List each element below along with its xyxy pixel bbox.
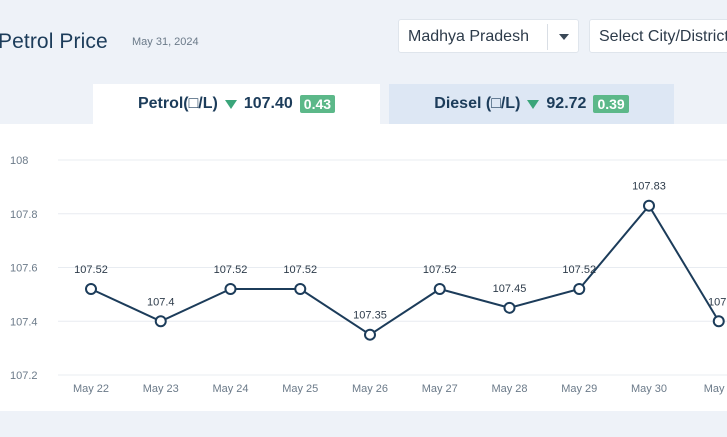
data-point — [154, 315, 167, 328]
y-tick-label: 108 — [10, 155, 28, 167]
data-point — [433, 283, 446, 295]
x-tick-label: May 3 — [704, 383, 727, 395]
state-select[interactable]: Madhya Pradesh — [398, 19, 579, 53]
x-tick-label: May 26 — [352, 383, 388, 395]
x-tick-label: May 25 — [282, 383, 318, 395]
x-tick-label: May 24 — [212, 383, 248, 395]
data-point — [294, 283, 307, 295]
y-tick-label: 107.2 — [10, 370, 38, 382]
data-label: 107.45 — [493, 283, 527, 295]
data-label: 107. — [708, 296, 727, 308]
x-tick-label: May 22 — [73, 383, 109, 395]
tab-diesel-label: Diesel (□/L) — [434, 95, 521, 112]
y-tick-label: 107.8 — [10, 209, 38, 221]
x-tick-label: May 28 — [491, 383, 527, 395]
page-header: Petrol Price May 31, 2024 Madhya Pradesh… — [0, 0, 727, 84]
data-label: 107.52 — [562, 264, 596, 276]
tab-diesel-change-badge: 0.39 — [593, 95, 629, 113]
data-label: 107.4 — [147, 296, 175, 308]
data-point — [712, 315, 725, 328]
data-label: 107.35 — [353, 310, 387, 322]
select-separator — [547, 24, 548, 50]
x-tick-label: May 23 — [143, 383, 179, 395]
price-chart-panel: 107.52 107.4 107.52 107.52 107.35 107.52 107.4… — [0, 124, 727, 411]
chevron-down-icon[interactable] — [559, 34, 569, 40]
price-series-line — [90, 203, 720, 336]
data-point — [85, 283, 97, 295]
data-label: 107.52 — [74, 264, 108, 276]
tab-petrol[interactable]: Petrol(□/L) 107.40 0.43 — [93, 84, 380, 124]
tab-petrol-change-badge: 0.43 — [299, 95, 336, 113]
data-point — [364, 328, 376, 341]
data-point — [643, 199, 655, 212]
x-tick-label: May 30 — [631, 383, 667, 395]
tab-petrol-price: 107.40 — [243, 95, 293, 112]
tab-petrol-label: Petrol(□/L) — [137, 95, 218, 112]
page-title: Petrol Price — [0, 30, 108, 53]
data-point — [503, 301, 516, 314]
y-tick-label: 107.6 — [10, 263, 38, 275]
price-line-chart: 107.52 107.4 107.52 107.52 107.35 107.52 107.4… — [10, 155, 727, 395]
city-select[interactable]: Select City/District — [589, 19, 727, 53]
data-point — [573, 283, 586, 295]
data-label: 107.52 — [283, 264, 317, 276]
state-select-value: Madhya Pradesh — [408, 28, 529, 45]
price-date: May 31, 2024 — [132, 36, 199, 48]
price-down-icon — [224, 99, 237, 109]
y-tick-label: 107.4 — [10, 316, 38, 328]
data-label: 107.83 — [632, 181, 666, 193]
tab-diesel-price: 92.72 — [546, 95, 587, 112]
city-select-placeholder: Select City/District — [599, 28, 727, 45]
x-tick-label: May 27 — [422, 383, 458, 395]
data-label: 107.52 — [214, 264, 248, 276]
tab-diesel[interactable]: Diesel (□/L) 92.72 0.39 — [389, 84, 674, 124]
data-point — [224, 283, 237, 295]
footer-strip — [0, 411, 727, 437]
x-tick-label: May 29 — [561, 383, 597, 395]
price-down-icon — [527, 99, 540, 109]
data-label: 107.52 — [423, 264, 457, 276]
